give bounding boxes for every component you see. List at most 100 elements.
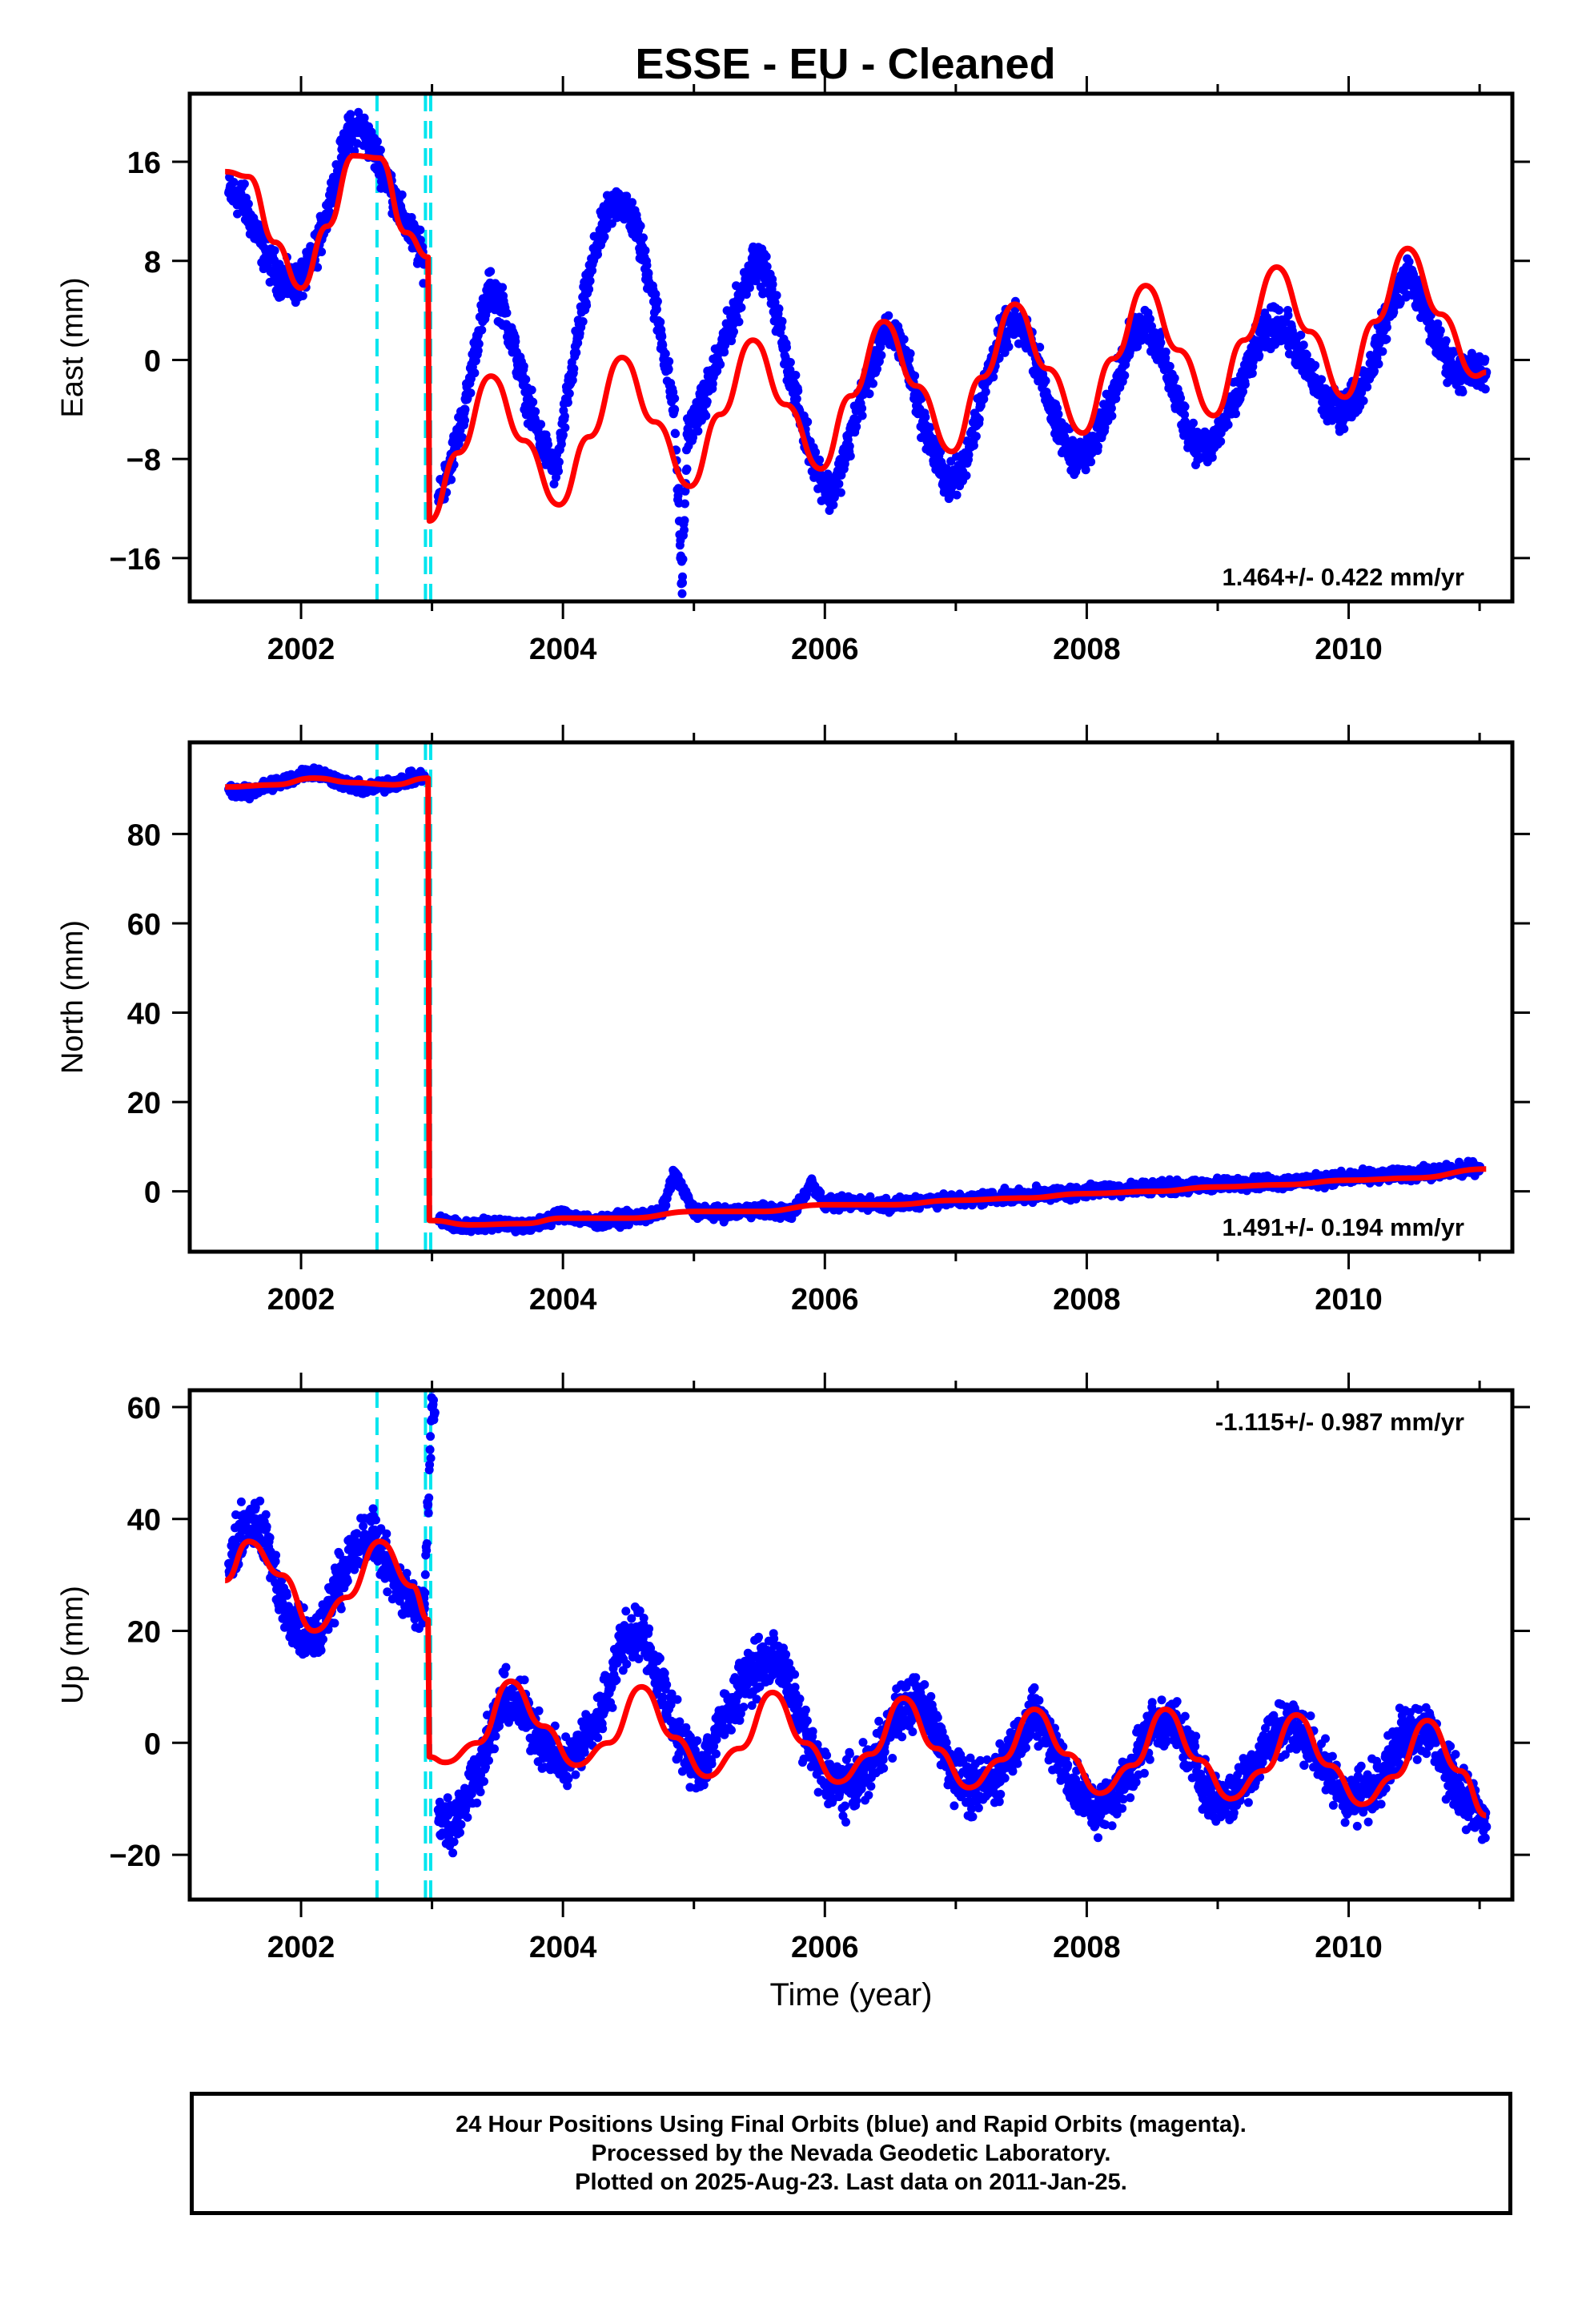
- x-tick-label: 2002: [267, 633, 335, 666]
- data-point: [1271, 318, 1282, 328]
- x-tick-label: 2010: [1315, 633, 1383, 666]
- y-tick-label: 20: [127, 1087, 161, 1120]
- data-point: [1166, 380, 1177, 390]
- data-point: [263, 255, 274, 266]
- data-point: [276, 1598, 287, 1608]
- data-point: [630, 219, 640, 229]
- panel-up: 2002 2004 2006 2008 2010 −20 0 20 40 60 Up (mm) Tim…: [56, 1373, 1530, 2012]
- data-point: [1428, 330, 1439, 340]
- data-point: [669, 1168, 680, 1179]
- data-point: [1127, 330, 1138, 340]
- y-tick-label: 60: [127, 1392, 161, 1425]
- data-point: [303, 1637, 313, 1647]
- x-tick-label: 2008: [1053, 633, 1121, 666]
- footer-line-3: Plotted on 2025-Aug-23. Last data on 201…: [575, 2169, 1127, 2195]
- data-point: [361, 784, 371, 794]
- rate-label-north: 1.491+/- 0.194 mm/yr: [1223, 1213, 1464, 1241]
- data-point: [715, 1721, 725, 1731]
- data-point: [1311, 380, 1321, 390]
- data-point: [1049, 416, 1059, 427]
- data-point: [1265, 1732, 1275, 1743]
- data-point: [408, 1598, 418, 1608]
- data-point: [1284, 330, 1295, 340]
- data-point: [839, 454, 849, 464]
- data-point: [1180, 416, 1191, 427]
- data-point: [558, 1760, 568, 1771]
- data-point: [250, 1514, 260, 1524]
- data-point: [1481, 1822, 1492, 1832]
- x-tick-label: 2002: [267, 1283, 335, 1317]
- x-tick-label: 2002: [267, 1931, 335, 1964]
- y-tick-label: 80: [127, 818, 161, 852]
- data-point: [1324, 404, 1335, 415]
- plot-frame-east: [187, 91, 1515, 604]
- data-point: [990, 1771, 1000, 1782]
- data-point: [499, 305, 509, 316]
- x-tick-label: 2004: [529, 633, 597, 666]
- data-point: [656, 1682, 666, 1692]
- x-tick-label: 2006: [791, 1931, 859, 1964]
- data-point: [669, 404, 680, 415]
- data-point: [853, 404, 863, 415]
- point-cloud-path-north: [224, 763, 1484, 1236]
- data-point: [1389, 293, 1399, 304]
- data-point: [677, 577, 688, 588]
- x-tick-label: 2006: [791, 1283, 859, 1317]
- data-point: [1376, 330, 1387, 340]
- y-tick-label: 0: [144, 344, 161, 378]
- point-cloud-north: [224, 763, 1484, 1236]
- data-point: [1363, 367, 1374, 377]
- data-point: [289, 1626, 299, 1636]
- data-point: [748, 255, 758, 266]
- data-point: [486, 280, 496, 291]
- data-point: [480, 1749, 490, 1759]
- figure-title: ESSE - EU - Cleaned: [635, 40, 1055, 88]
- data-point: [591, 243, 601, 254]
- data-point: [355, 1542, 365, 1552]
- data-point: [433, 1805, 444, 1815]
- data-point: [1403, 268, 1413, 279]
- data-point: [224, 1558, 235, 1569]
- data-point: [616, 194, 627, 204]
- y-tick-label: 0: [144, 1176, 161, 1210]
- data-point: [1324, 1771, 1335, 1782]
- data-point: [1062, 441, 1072, 452]
- y-tick-label: 60: [127, 908, 161, 942]
- data-point: [1101, 404, 1111, 415]
- data-point: [224, 187, 235, 198]
- data-point: [931, 454, 942, 464]
- data-point: [754, 1659, 765, 1670]
- data-point: [1010, 318, 1020, 328]
- data-point: [394, 1581, 404, 1591]
- y-tick-label: −16: [110, 543, 161, 577]
- plot-area-up: [223, 1390, 1492, 1900]
- data-point: [1337, 404, 1347, 415]
- data-point: [538, 441, 548, 452]
- data-point: [1206, 441, 1216, 452]
- data-point: [1108, 1794, 1118, 1804]
- data-point: [447, 1822, 457, 1832]
- y-tick-label: 40: [127, 1504, 161, 1538]
- data-point: [538, 1738, 548, 1748]
- panel-north: 2002 2004 2006 2008 2010 0 20 40 60 80 North (mm) 1…: [56, 725, 1530, 1317]
- x-axis-label: Time (year): [770, 1977, 933, 2012]
- x-tick-label: 2010: [1315, 1931, 1383, 1964]
- point-cloud-east: [224, 107, 1491, 598]
- plot-frame-north: [187, 740, 1515, 1254]
- data-point: [853, 1777, 863, 1787]
- data-point: [577, 1738, 588, 1748]
- y-axis-label-east: East (mm): [56, 277, 90, 417]
- data-point: [734, 1682, 745, 1692]
- y-axis-label-up: Up (mm): [56, 1586, 90, 1704]
- data-point: [237, 194, 247, 204]
- data-point: [676, 553, 686, 563]
- x-tick-label: 2008: [1053, 1931, 1121, 1964]
- data-point: [616, 1637, 627, 1647]
- y-axis-label-north: North (mm): [56, 920, 90, 1074]
- data-point: [761, 268, 771, 279]
- y-tick-label: −8: [126, 444, 161, 477]
- plot-area-north: [224, 742, 1487, 1252]
- data-point: [1383, 1755, 1393, 1765]
- data-point: [1363, 1788, 1374, 1799]
- x-tick-label: 2008: [1053, 1283, 1121, 1317]
